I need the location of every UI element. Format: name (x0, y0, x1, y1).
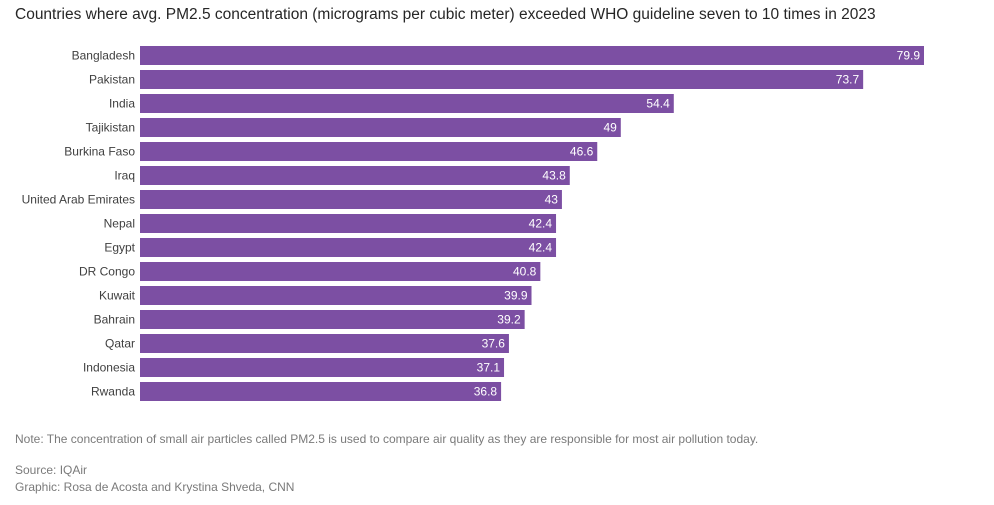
bar (140, 310, 525, 329)
value-label: 42.4 (529, 217, 553, 231)
bar (140, 70, 864, 89)
category-label: Rwanda (91, 385, 135, 399)
value-label: 79.9 (897, 49, 921, 63)
bar (140, 382, 502, 401)
category-label: Indonesia (83, 361, 135, 375)
bar (140, 286, 532, 305)
value-label: 42.4 (529, 241, 553, 255)
value-label: 49 (603, 121, 617, 135)
value-label: 46.6 (570, 145, 594, 159)
bar (140, 118, 621, 137)
bar (140, 358, 505, 377)
value-label: 37.1 (477, 361, 501, 375)
category-label: Qatar (105, 337, 135, 351)
bar (140, 166, 570, 185)
bar (140, 94, 674, 113)
bar (140, 238, 557, 257)
category-label: Iraq (114, 169, 135, 183)
bar (140, 334, 509, 353)
category-label: Bahrain (94, 313, 135, 327)
chart-source: Source: IQAir (15, 463, 88, 477)
category-label: India (109, 97, 135, 111)
value-label: 39.2 (497, 313, 521, 327)
value-label: 36.8 (474, 385, 498, 399)
bar (140, 214, 557, 233)
category-label: United Arab Emirates (22, 193, 135, 207)
bar (140, 262, 541, 281)
value-label: 43.8 (542, 169, 566, 183)
category-label: Nepal (104, 217, 135, 231)
value-label: 39.9 (504, 289, 528, 303)
value-label: 37.6 (482, 337, 506, 351)
category-label: Bangladesh (72, 49, 135, 63)
chart-note: Note: The concentration of small air par… (15, 432, 759, 446)
category-label: Pakistan (89, 73, 135, 87)
value-label: 43 (545, 193, 559, 207)
category-label: Tajikistan (86, 121, 135, 135)
bar-chart: Bangladesh 79.9 Pakistan 73.7 India 54.4 Tajik… (22, 46, 924, 401)
chart-title: Countries where avg. PM2.5 concentration… (15, 6, 876, 23)
bars-group: Bangladesh 79.9 Pakistan 73.7 India 54.4 Tajik… (22, 46, 924, 401)
value-label: 73.7 (836, 73, 860, 87)
category-label: Kuwait (99, 289, 136, 303)
category-label: Burkina Faso (64, 145, 135, 159)
category-label: Egypt (104, 241, 135, 255)
bar (140, 142, 598, 161)
value-label: 40.8 (513, 265, 537, 279)
category-label: DR Congo (79, 265, 135, 279)
bar (140, 190, 562, 209)
chart-credit: Graphic: Rosa de Acosta and Krystina Shv… (15, 480, 295, 494)
value-label: 54.4 (646, 97, 670, 111)
bar (140, 46, 924, 65)
